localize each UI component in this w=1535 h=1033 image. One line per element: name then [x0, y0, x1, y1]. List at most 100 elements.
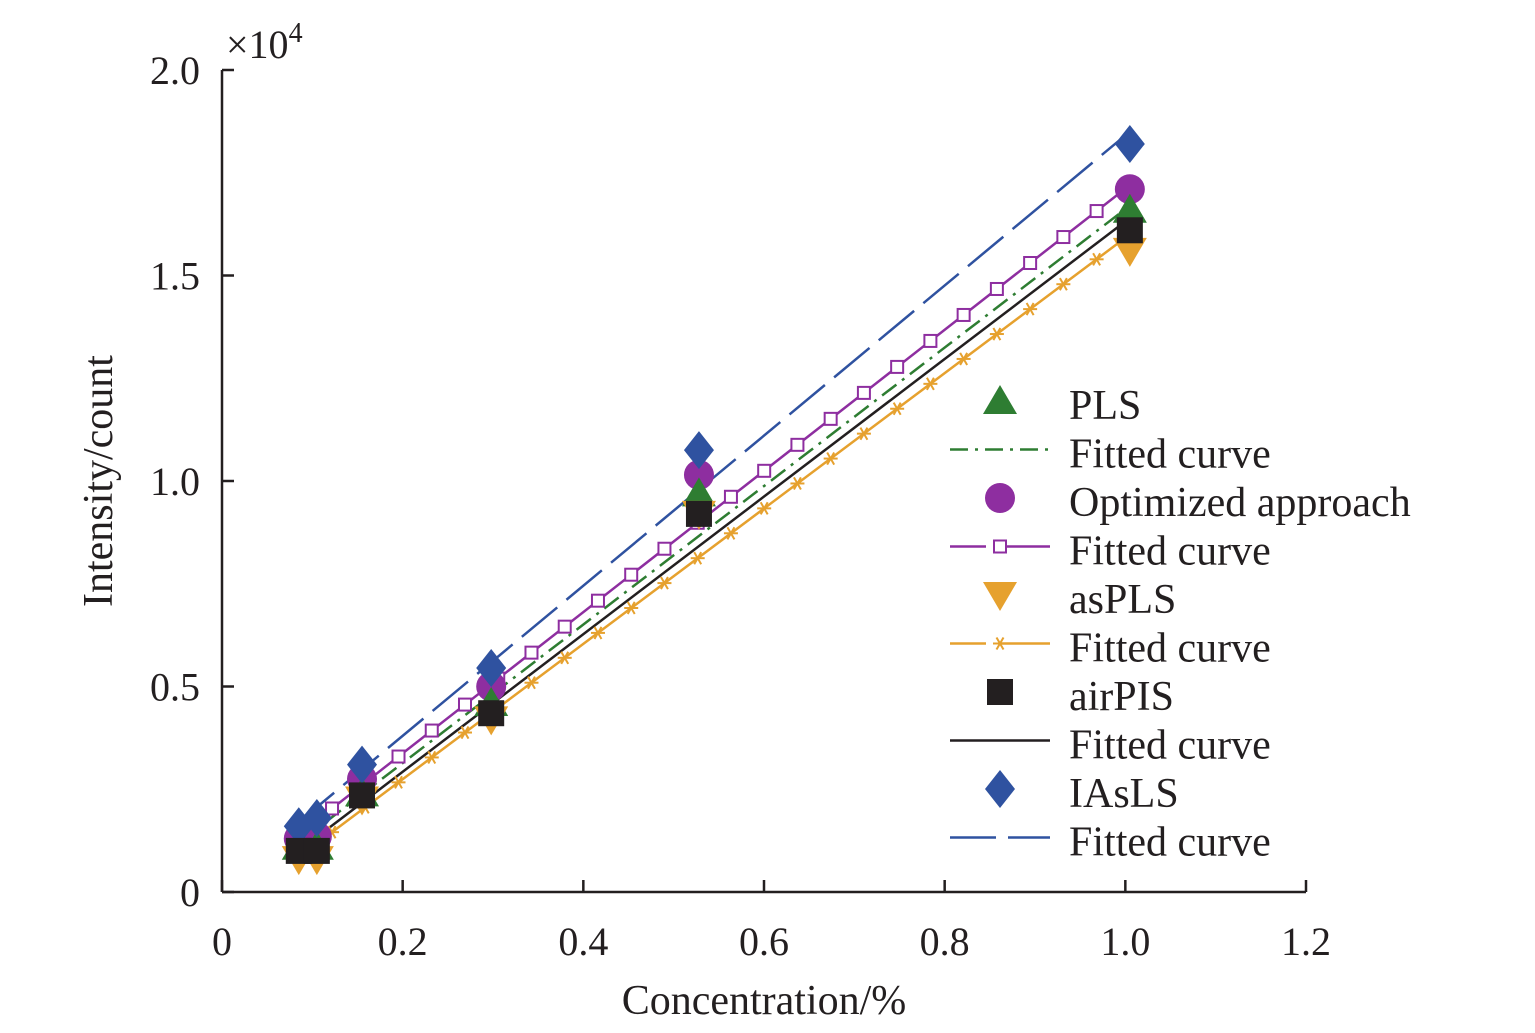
fit-marker-star	[993, 636, 1007, 651]
fit-marker-star	[624, 601, 639, 615]
fit-marker-open-square	[923, 333, 938, 348]
data-point-triangle-up	[1112, 193, 1147, 223]
y-tick-label: 1.0	[150, 459, 200, 504]
fit-marker-open-square	[723, 489, 738, 504]
fit-marker-open-square	[391, 749, 406, 764]
star-stroke	[826, 451, 836, 466]
fitted-curve-triangle-up	[298, 204, 1131, 844]
fit-marker-star	[890, 402, 905, 416]
fit-marker-open-square	[590, 593, 605, 608]
data-point-square	[1116, 217, 1143, 244]
x-tick-label: 0.4	[558, 919, 608, 964]
x-tick-label: 0.8	[920, 919, 970, 964]
legend-label: Optimized approach	[1069, 480, 1411, 526]
legend-label: IAsLS	[1069, 771, 1179, 817]
data-point-diamond	[347, 745, 378, 784]
x-tick-label: 0	[212, 919, 232, 964]
fit-marker-star	[1056, 277, 1071, 291]
fitted-curve-triangle-down	[298, 233, 1131, 859]
star-stroke	[626, 601, 636, 615]
star-stroke	[793, 476, 802, 491]
fit-marker-open-square	[790, 437, 805, 452]
legend-label: Fitted curve	[1069, 723, 1271, 769]
x-tick-label: 0.6	[739, 919, 789, 964]
y-tick-label: 0	[180, 870, 200, 915]
fit-marker-star	[989, 327, 1004, 341]
fit-marker-star	[1089, 252, 1104, 266]
star-stroke	[926, 377, 935, 391]
fit-marker-open-square	[1023, 256, 1038, 271]
legend-marker-triangle-down	[983, 582, 1017, 611]
axis-ticks: 0 0.2 0.4 0.6 0.8 1.0 1.2 0 0.5 1.0 1.5 2.0	[150, 48, 1331, 964]
fit-marker-open-square	[424, 723, 439, 738]
legend-label: Fitted curve	[1069, 820, 1271, 866]
legend-label: Fitted curve	[1069, 626, 1271, 672]
fitted-curve-square	[298, 216, 1131, 852]
y-scale-label: ×104	[226, 18, 303, 67]
fit-marker-star	[457, 725, 472, 740]
data-point-square	[478, 700, 505, 727]
fit-marker-star	[757, 501, 772, 515]
legend-marker-diamond	[985, 770, 1015, 808]
fit-marker-open-square	[993, 539, 1007, 554]
fit-marker-star	[391, 775, 406, 789]
fit-marker-star	[557, 651, 572, 665]
data-point-diamond	[476, 649, 507, 688]
legend-marker-square	[987, 679, 1013, 705]
star-stroke	[992, 327, 1002, 341]
data-point-triangle-up	[681, 477, 716, 507]
fit-marker-open-square	[1089, 204, 1104, 219]
star-stroke	[1058, 277, 1068, 291]
star-stroke	[593, 626, 603, 640]
fit-marker-star	[690, 551, 705, 565]
fit-marker-open-square	[856, 385, 871, 400]
data-point-circle	[1114, 174, 1145, 205]
data-point-square	[685, 500, 712, 527]
star-stroke	[427, 750, 437, 765]
data-point-diamond	[1114, 124, 1145, 163]
fit-marker-star	[723, 526, 738, 540]
legend-marker-circle	[985, 483, 1015, 513]
star-stroke	[1092, 252, 1101, 266]
y-tick-label: 2.0	[150, 48, 200, 93]
legend-label: airPIS	[1069, 674, 1174, 720]
fitted-curve-diamond	[297, 130, 1131, 824]
y-scale-exponent: 4	[289, 18, 303, 49]
x-tick-label: 1.0	[1100, 919, 1150, 964]
star-stroke	[527, 676, 536, 690]
fit-marker-open-square	[757, 463, 772, 478]
star-stroke	[759, 501, 769, 515]
data-point-diamond	[683, 431, 714, 470]
fit-marker-open-square	[557, 619, 572, 634]
x-tick-label: 1.2	[1281, 919, 1331, 964]
fit-marker-star	[856, 427, 871, 441]
star-stroke	[859, 427, 869, 441]
star-stroke	[726, 526, 736, 540]
data-point-circle	[683, 459, 714, 490]
fit-marker-open-square	[956, 307, 971, 322]
x-tick-label: 0.2	[378, 919, 428, 964]
star-stroke	[959, 352, 969, 366]
fit-marker-star	[424, 750, 439, 765]
fit-marker-open-square	[989, 281, 1004, 296]
star-stroke	[660, 576, 669, 590]
x-axis-label: Concentration/%	[622, 978, 907, 1024]
fit-marker-open-square	[325, 801, 340, 816]
fit-marker-open-square	[1056, 230, 1071, 245]
data-point-square	[349, 782, 376, 809]
star-stroke	[1025, 302, 1035, 316]
data-point-square	[303, 837, 330, 864]
star-stroke	[394, 775, 403, 789]
star-stroke	[892, 402, 902, 416]
data-point-triangle-down	[1112, 237, 1147, 267]
legend-marker-triangle-up	[983, 385, 1017, 414]
fit-marker-star	[956, 352, 971, 366]
fit-marker-star	[790, 476, 805, 491]
fit-marker-star	[590, 626, 605, 640]
data-points	[281, 124, 1147, 876]
fit-marker-star	[524, 676, 539, 690]
star-stroke	[560, 651, 570, 665]
fit-marker-open-square	[890, 359, 905, 374]
